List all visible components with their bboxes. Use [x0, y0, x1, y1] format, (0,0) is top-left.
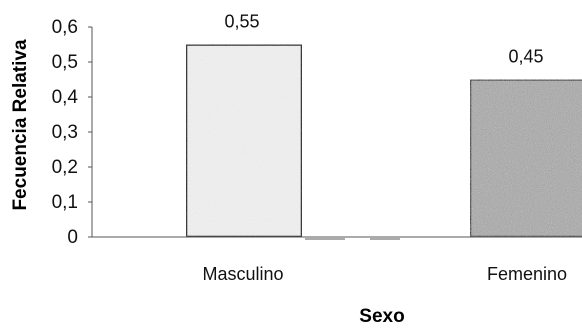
y-axis-ticks: 0 0,1 0,2 0,3 0,4 0,5 0,6	[52, 17, 92, 248]
y-tick-label: 0,2	[52, 157, 78, 178]
bar-value-label: 0,45	[508, 47, 543, 67]
y-tick-label: 0	[67, 227, 78, 248]
y-tick-label: 0,6	[52, 17, 78, 38]
bars	[184, 43, 582, 239]
y-axis-title: Fecuencia Relativa	[10, 39, 31, 211]
category-labels: Masculino Femenino	[202, 264, 567, 284]
bar-femenino	[468, 78, 582, 239]
y-tick-label: 0,3	[52, 122, 78, 143]
y-tick-label: 0,1	[52, 192, 78, 213]
data-labels: 0,55 0,45	[224, 12, 543, 67]
category-label: Femenino	[487, 264, 567, 284]
category-label: Masculino	[202, 264, 283, 284]
bar-masculino	[184, 43, 304, 239]
y-tick-label: 0,4	[52, 87, 79, 108]
bar-value-label: 0,55	[224, 12, 259, 32]
y-tick-label: 0,5	[52, 52, 78, 73]
x-axis-title: Sexo	[359, 306, 404, 327]
